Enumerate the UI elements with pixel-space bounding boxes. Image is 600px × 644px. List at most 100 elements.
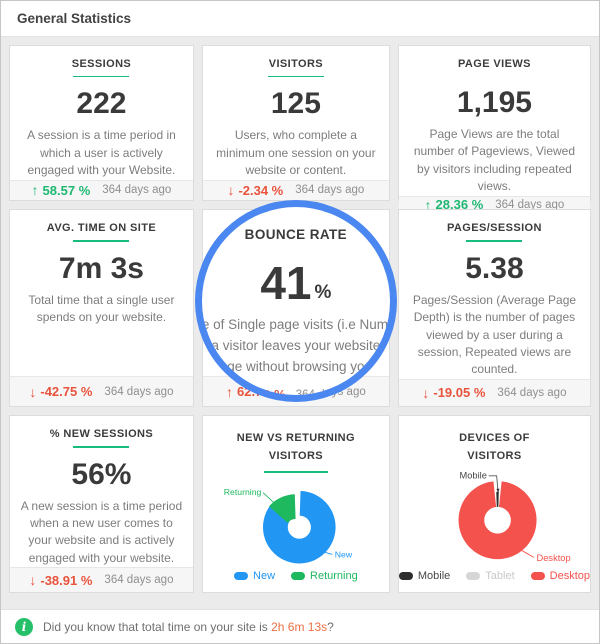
title-underline — [263, 471, 328, 473]
card-title: SESSIONS — [71, 58, 132, 70]
card-new-vs-returning: NEW VS RETURNING VISITORS Returning New … — [201, 415, 390, 593]
legend-swatch-desktop — [530, 572, 545, 580]
bounce-rate-magnifier-ring: BOUNCE RATE 41 % e of Single page visits… — [194, 200, 397, 402]
trend-indicator: ↓ -38.91 % — [29, 572, 92, 588]
card-value: 41 % — [260, 257, 332, 309]
donut-slice-desktop — [458, 481, 537, 560]
card-description: A new session is a time period when a ne… — [20, 498, 183, 565]
legend-swatch-new — [234, 572, 249, 580]
donut-slice-new — [262, 490, 336, 564]
trend-up-icon: ↑ — [424, 196, 432, 213]
card-title: PAGE VIEWS — [458, 58, 531, 70]
card-title: VISITORS — [268, 58, 324, 70]
callout-label-new: New — [335, 550, 353, 560]
legend-item-mobile[interactable]: Mobile — [398, 570, 450, 582]
card-footer: ↓ -38.91 % 364 days ago — [10, 567, 193, 592]
trend-down-icon: ↓ — [29, 383, 37, 400]
legend-swatch-mobile — [398, 572, 413, 580]
legend-item-returning[interactable]: Returning — [291, 570, 358, 582]
card-value: 222 — [76, 87, 127, 121]
legend-swatch-returning — [291, 572, 306, 580]
card-footer: ↑ 28.36 % 364 days ago — [398, 195, 590, 213]
trend-down-icon: ↓ — [29, 572, 37, 589]
trend-up-icon: ↑ — [225, 383, 233, 400]
card-description: Pages/Session (Average Page Depth) is th… — [412, 292, 577, 377]
callout-line-desktop — [521, 550, 535, 558]
page-header: General Statistics — [1, 1, 599, 37]
card-devices-of-visitors: DEVICES OF VISITORS Mobile Desktop Mobil… — [397, 415, 591, 593]
card-description: Users, who complete a minimum one sessio… — [216, 128, 376, 178]
trend-percent: -38.91 % — [40, 572, 93, 588]
legend-item-new[interactable]: New — [234, 570, 275, 582]
card-footer: ↓ -42.75 % 364 days ago — [10, 376, 193, 406]
trend-percent: 58.57 % — [42, 182, 91, 198]
trend-indicator: ↓ -2.34 % — [227, 182, 283, 198]
stats-grid: SESSIONS 222 A session is a time period … — [1, 37, 599, 601]
card-title: PAGES/SESSION — [447, 222, 542, 234]
card-description-line: ge without browsing yo — [227, 358, 365, 374]
time-ago: 364 days ago — [495, 198, 565, 211]
time-ago: 364 days ago — [102, 184, 172, 197]
time-ago: 364 days ago — [104, 574, 174, 587]
callout-line-mobile — [489, 475, 499, 491]
card-bounce-rate: ↑ 62.79 % 364 days ago BOUNCE RATE 41 % … — [194, 200, 397, 407]
callout-line-returning — [262, 492, 288, 516]
card-description-line: e of Single page visits (i.e Numb — [201, 317, 396, 332]
time-ago: 364 days ago — [295, 184, 365, 197]
card-avg-time-on-site: AVG. TIME ON SITE 7m 3s Total time that … — [9, 209, 194, 407]
card-description: Page Views are the total number of Pagev… — [413, 127, 576, 194]
legend-swatch-tablet — [466, 572, 481, 580]
time-ago: 364 days ago — [104, 385, 174, 398]
legend-item-tablet[interactable]: Tablet — [466, 570, 515, 582]
trend-indicator: ↑ 28.36 % — [425, 197, 484, 213]
trend-up-icon: ↑ — [31, 182, 39, 199]
trend-percent: 28.36 % — [435, 197, 484, 213]
card-value: 125 — [270, 87, 321, 121]
card-sessions: SESSIONS 222 A session is a time period … — [9, 45, 194, 201]
new-vs-returning-donut-chart: Returning New — [224, 487, 353, 564]
callout-label-returning: Returning — [224, 487, 262, 497]
card-value: 5.38 — [465, 251, 524, 285]
card-value: 7m 3s — [58, 252, 144, 285]
card-footer: ↓ -2.34 % 364 days ago — [202, 179, 389, 200]
card-page-views: PAGE VIEWS 1,195 Page Views are the tota… — [397, 45, 591, 213]
info-bar: i Did you know that total time on your s… — [1, 609, 599, 643]
info-icon: i — [15, 617, 33, 636]
trend-down-icon: ↓ — [422, 384, 430, 401]
card-value: 56% — [71, 457, 132, 491]
trend-percent: -42.75 % — [40, 384, 93, 399]
trend-percent: -19.05 % — [433, 385, 486, 401]
info-text: Did you know that total time on your sit… — [43, 619, 334, 634]
card-visitors: VISITORS 125 Users, who complete a minim… — [201, 45, 390, 201]
devices-donut-chart: Mobile Desktop — [458, 471, 571, 563]
title-underline — [73, 240, 130, 242]
legend-item-desktop[interactable]: Desktop — [530, 570, 590, 582]
card-title: % NEW SESSIONS — [49, 428, 154, 440]
card-description-line: a visitor leaves your website — [211, 337, 381, 353]
title-underline — [73, 76, 130, 78]
card-percent-new-sessions: % NEW SESSIONS 56% A new session is a ti… — [9, 415, 194, 593]
trend-down-icon: ↓ — [227, 182, 235, 199]
chart-legend: New Returning — [234, 570, 358, 582]
card-pages-per-session: PAGES/SESSION 5.38 Pages/Session (Averag… — [397, 209, 591, 407]
callout-line-new — [318, 549, 333, 555]
donut-slice-mobile — [496, 492, 500, 508]
time-ago: 364 days ago — [497, 386, 567, 399]
percent-unit: % — [314, 282, 332, 303]
card-footer: ↓ -19.05 % 364 days ago — [398, 378, 590, 406]
chart-legend: Mobile Tablet Desktop — [398, 570, 590, 582]
card-title: AVG. TIME ON SITE — [46, 222, 157, 234]
title-underline — [73, 446, 130, 448]
trend-indicator: ↓ -42.75 % — [29, 384, 92, 400]
card-description: Total time that a single user spends on … — [28, 293, 175, 325]
card-value: 1,195 — [456, 86, 532, 119]
callout-label-desktop: Desktop — [537, 553, 571, 563]
title-underline — [466, 240, 523, 242]
card-description: A session is a time period in which a us… — [27, 128, 176, 178]
total-time-highlight: 2h 6m 13s — [271, 619, 328, 634]
trend-indicator: ↓ -19.05 % — [422, 385, 485, 401]
chart-title: DEVICES OF VISITORS — [459, 432, 530, 462]
callout-arrowhead-mobile — [496, 488, 500, 494]
donut-slice-returning — [268, 494, 296, 523]
